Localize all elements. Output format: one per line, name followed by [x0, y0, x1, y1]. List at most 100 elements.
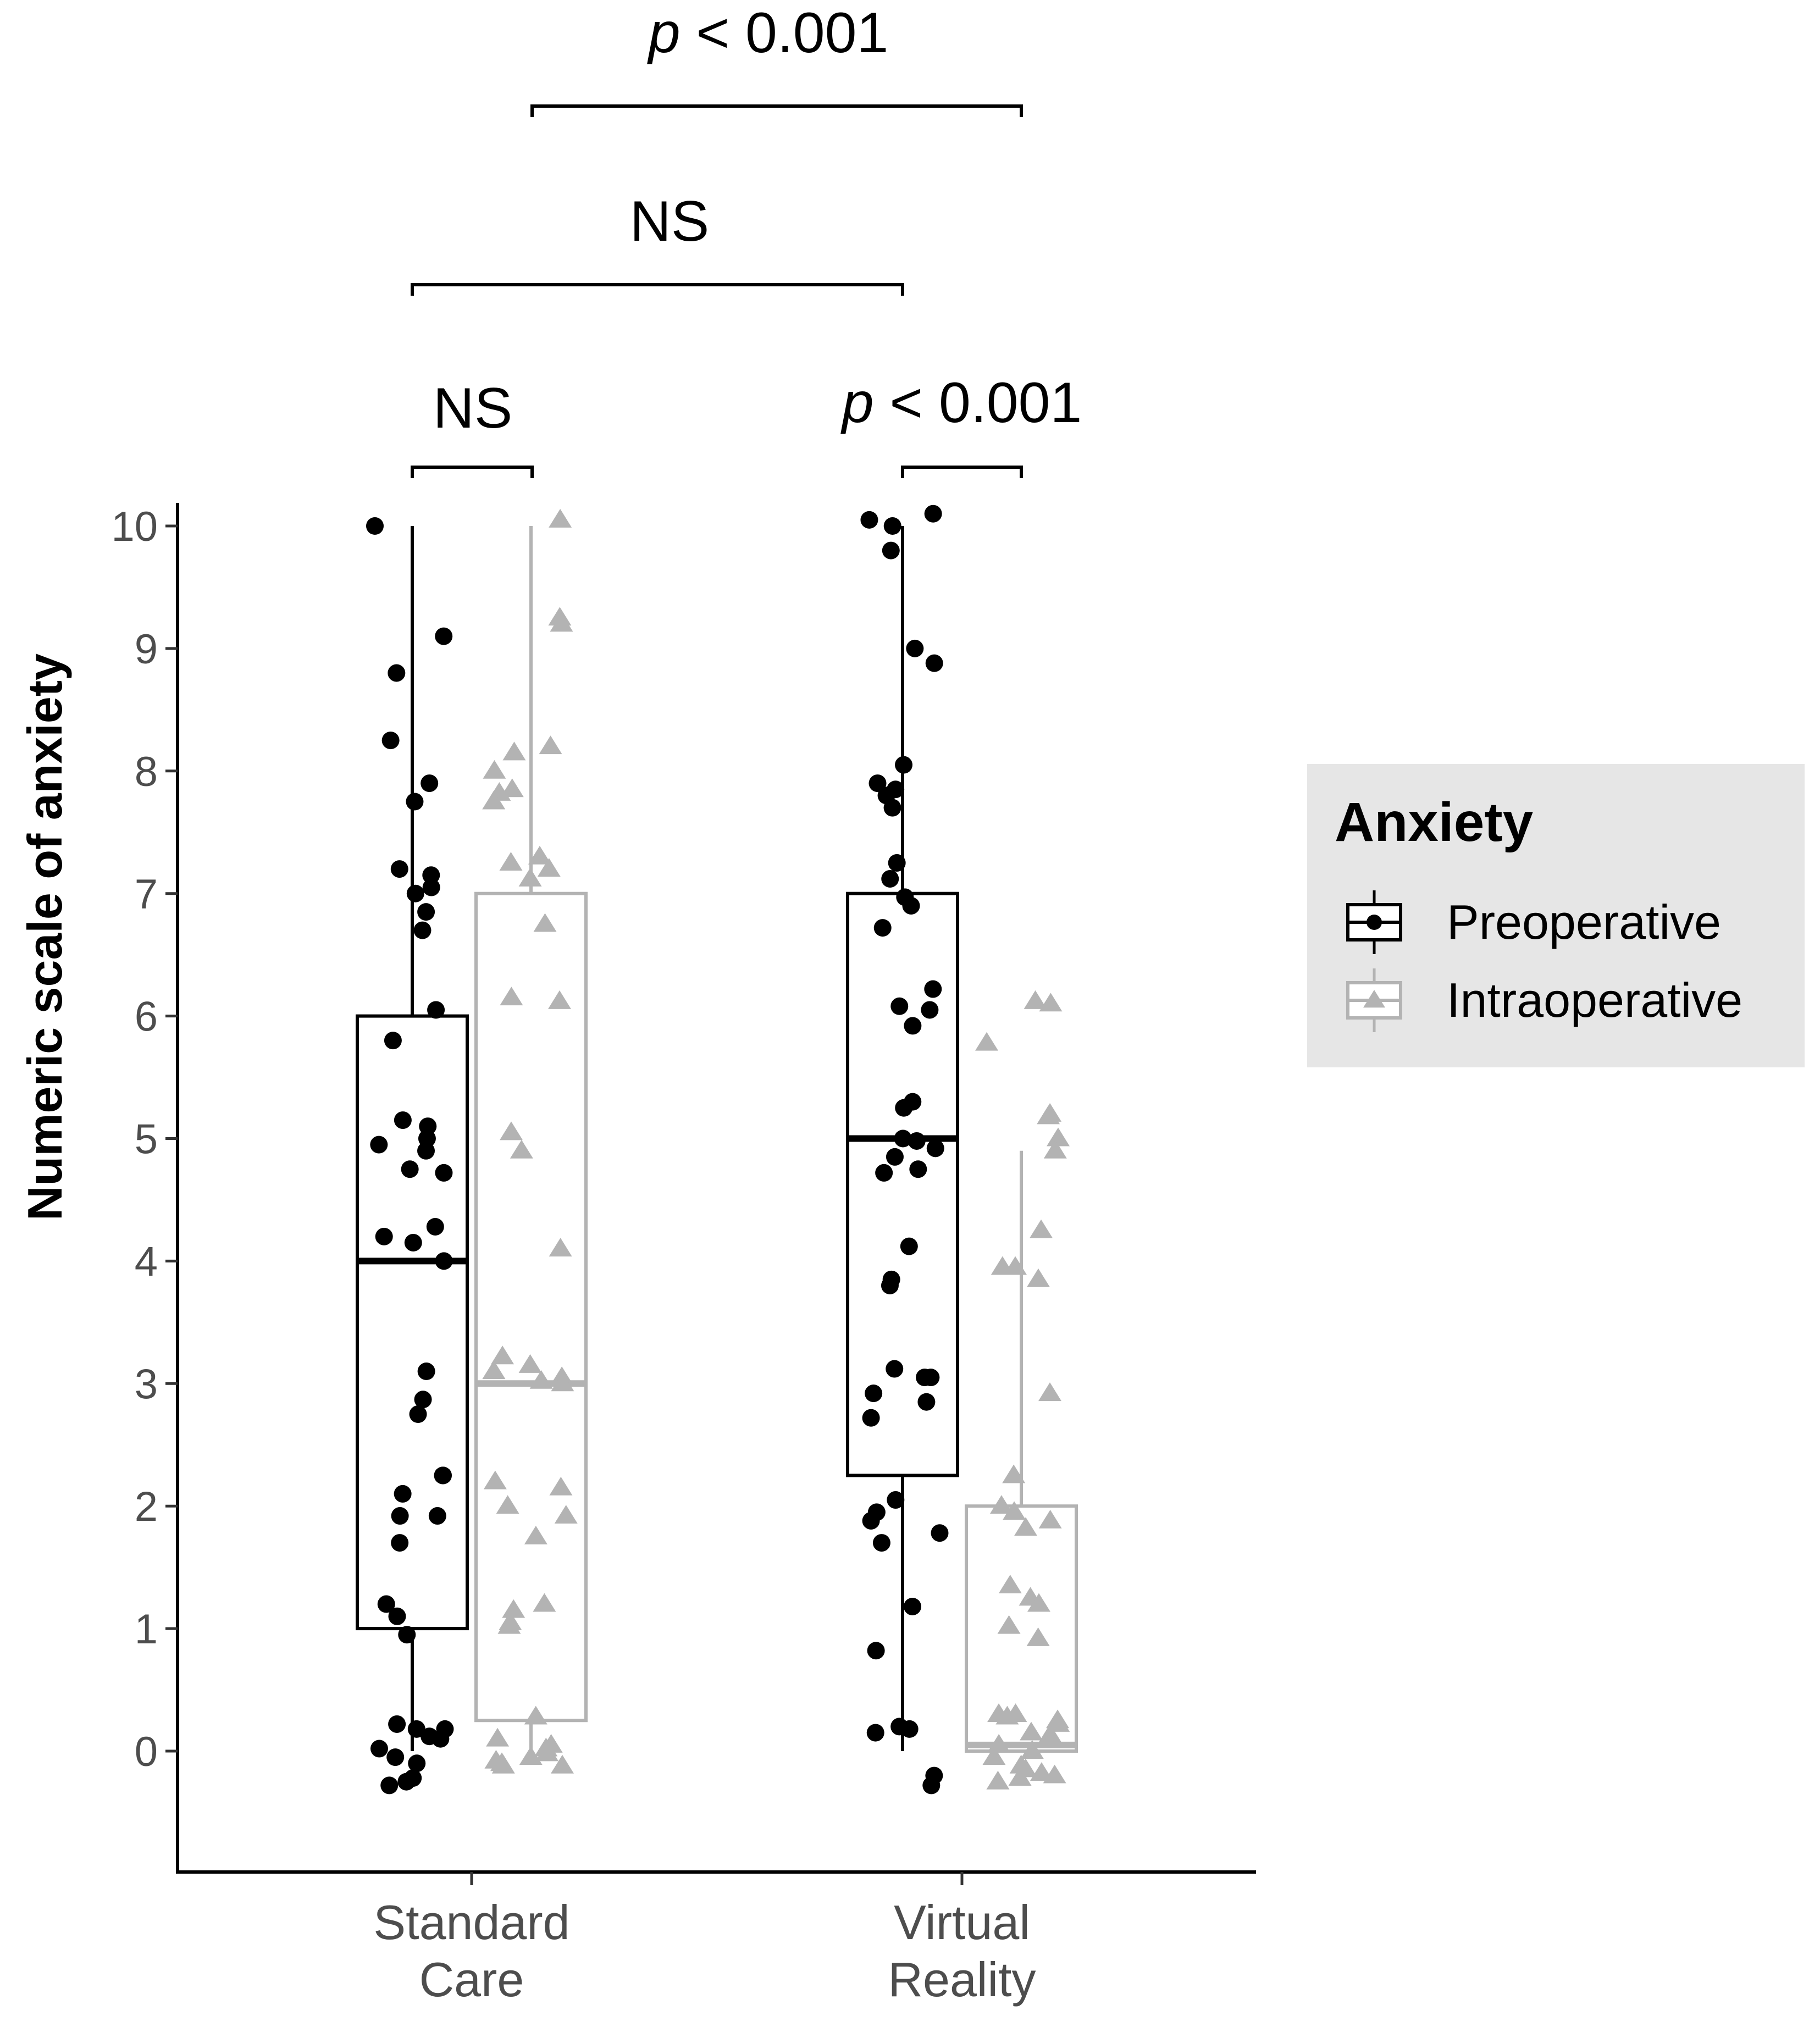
data-point-intraoperative	[1043, 1764, 1066, 1784]
y-tick-label: 10	[111, 503, 158, 550]
y-tick-label: 9	[135, 626, 158, 673]
data-point-preoperative	[401, 1160, 419, 1178]
data-point-preoperative	[904, 1017, 922, 1035]
x-category-label: Standard	[373, 1895, 569, 1950]
data-point-intraoperative	[995, 1705, 1019, 1725]
data-point-intraoperative	[519, 1746, 543, 1765]
y-tick-label: 2	[135, 1483, 158, 1530]
data-point-intraoperative	[982, 1746, 1006, 1765]
data-point-intraoperative	[986, 1770, 1010, 1790]
data-point-preoperative	[862, 1511, 880, 1530]
ticks-layer: 0 1 2 3 4 5 6 7 8 9 10	[111, 503, 178, 1775]
data-point-intraoperative	[1014, 1517, 1037, 1536]
data-point-preoperative	[434, 1466, 452, 1485]
significance-label: NS	[630, 190, 709, 253]
legend-entries: Preoperative Intraoperative	[1346, 890, 1742, 1032]
legend-key-intraoperative	[1346, 968, 1402, 1032]
data-point-preoperative	[417, 1142, 435, 1160]
legend-key-marker	[1363, 990, 1385, 1008]
data-point-intraoperative	[486, 1727, 510, 1747]
y-tick-label: 4	[135, 1238, 158, 1285]
data-point-preoperative	[882, 541, 900, 560]
data-point-preoperative	[873, 919, 892, 937]
significance-bracket: p < 0.001	[840, 371, 1082, 478]
data-point-intraoperative	[554, 1505, 578, 1524]
data-point-intraoperative	[518, 1354, 542, 1373]
iqr-box	[965, 1504, 1078, 1753]
data-point-preoperative	[883, 799, 901, 817]
legend-key-marker	[1367, 915, 1382, 930]
bracket-line	[530, 104, 1023, 117]
data-point-preoperative	[908, 1132, 926, 1150]
data-point-intraoperative	[535, 1742, 559, 1762]
data-point-preoperative	[404, 1233, 422, 1251]
data-point-preoperative	[417, 903, 435, 921]
data-point-preoperative	[408, 1754, 426, 1773]
data-point-intraoperative	[1024, 990, 1047, 1009]
y-tick-label: 6	[135, 994, 158, 1040]
data-point-preoperative	[377, 1595, 395, 1613]
significance-label: p < 0.001	[647, 1, 889, 65]
data-point-intraoperative	[497, 1615, 521, 1634]
data-point-intraoperative	[500, 778, 524, 797]
data-point-intraoperative	[502, 1599, 525, 1618]
y-tick-label: 3	[135, 1361, 158, 1408]
data-point-preoperative	[435, 1252, 453, 1270]
x-category-label: Virtual	[894, 1895, 1030, 1950]
data-point-intraoperative	[500, 987, 523, 1006]
data-point-intraoperative	[551, 1372, 574, 1392]
y-tick-label: 1	[135, 1606, 158, 1653]
y-tick-label: 7	[135, 871, 158, 918]
legend: Anxiety Preoperative Intraoperative	[1307, 764, 1805, 1067]
axes-layer	[176, 503, 1256, 1874]
box-preoperative	[846, 526, 959, 1751]
data-point-intraoperative	[1030, 1219, 1053, 1238]
data-point-preoperative	[886, 1360, 904, 1378]
significance-bracket: p < 0.001	[530, 1, 1023, 117]
data-point-preoperative	[922, 1776, 941, 1795]
data-point-preoperative	[883, 517, 901, 535]
data-point-intraoperative	[510, 1139, 533, 1159]
data-point-intraoperative	[1038, 1382, 1061, 1402]
data-point-preoperative	[895, 756, 913, 774]
y-tick-label: 5	[135, 1116, 158, 1163]
data-point-intraoperative	[549, 1476, 573, 1496]
data-point-preoperative	[428, 1507, 446, 1525]
data-point-preoperative	[398, 1626, 416, 1644]
legend-label: Preoperative	[1447, 895, 1721, 949]
data-point-preoperative	[409, 1405, 427, 1424]
data-point-preoperative	[886, 1148, 904, 1166]
data-point-preoperative	[909, 1160, 927, 1178]
data-point-intraoperative	[1043, 1139, 1067, 1159]
data-point-intraoperative	[975, 1032, 999, 1051]
x-category-label: Reality	[888, 1952, 1036, 2007]
data-point-preoperative	[894, 1129, 912, 1148]
data-point-preoperative	[414, 1391, 432, 1409]
data-point-intraoperative	[502, 741, 526, 761]
data-point-intraoperative	[1026, 1268, 1050, 1287]
data-point-intraoperative	[1041, 1727, 1064, 1747]
data-point-intraoperative	[491, 1345, 515, 1365]
data-point-preoperative	[380, 1776, 399, 1795]
data-point-preoperative	[388, 664, 406, 682]
data-point-preoperative	[922, 1369, 940, 1387]
y-tick-label: 8	[135, 749, 158, 795]
data-point-intraoperative	[483, 1470, 507, 1489]
data-point-intraoperative	[499, 852, 523, 871]
data-point-intraoperative	[989, 1495, 1013, 1514]
data-point-intraoperative	[533, 913, 557, 932]
data-point-preoperative	[900, 1720, 919, 1738]
data-point-preoperative	[370, 1740, 388, 1758]
points-layer	[366, 505, 1070, 1795]
iqr-box	[846, 891, 959, 1477]
data-point-preoperative	[435, 627, 453, 645]
data-point-preoperative	[904, 1597, 922, 1615]
legend-title: Anxiety	[1335, 791, 1534, 853]
data-point-preoperative	[902, 896, 920, 915]
data-point-preoperative	[875, 1164, 893, 1182]
data-point-intraoperative	[1039, 993, 1063, 1012]
data-point-intraoperative	[524, 1525, 547, 1544]
bracket-line	[411, 283, 904, 296]
data-point-intraoperative	[1008, 1767, 1032, 1786]
